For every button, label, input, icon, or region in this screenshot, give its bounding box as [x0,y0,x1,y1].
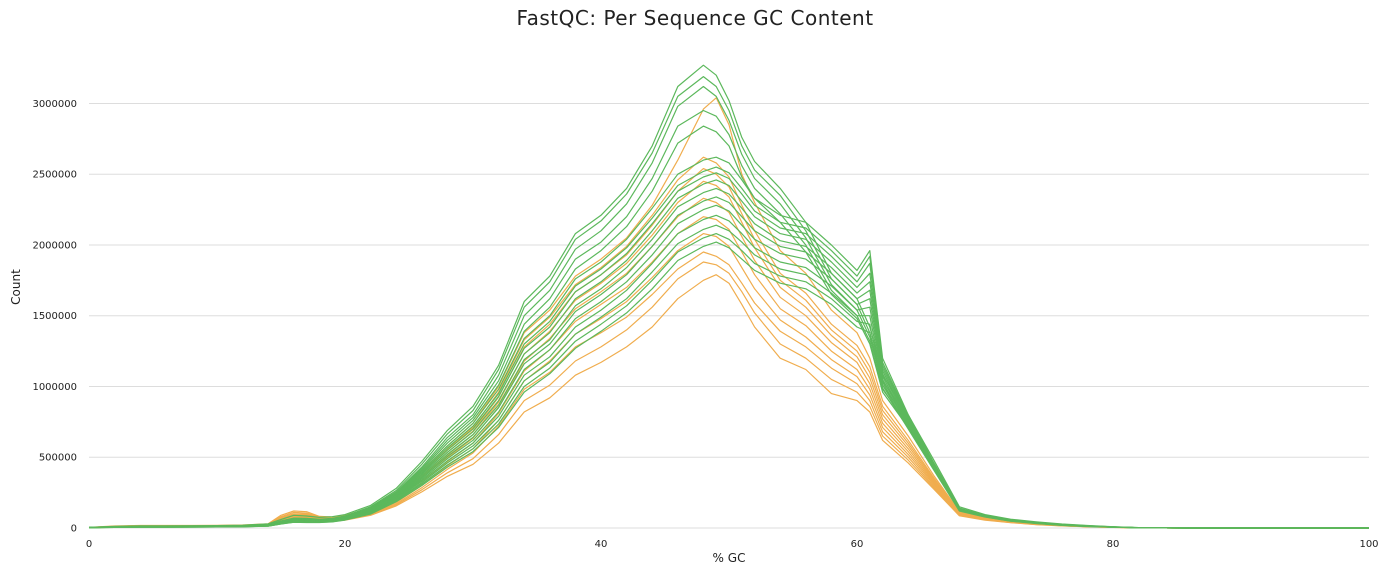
x-axis-label: % GC [712,551,746,565]
x-tick-label: 0 [86,539,92,550]
x-tick-label: 60 [851,539,864,550]
series-line-warn [88,261,1369,529]
series-line-pass [88,224,1369,529]
series-line-warn [88,233,1369,529]
series-line-warn [88,180,1369,529]
y-tick-label: 2500000 [32,170,77,181]
x-tick-label: 80 [1107,539,1120,550]
y-tick-label: 0 [71,524,77,535]
series-line-pass [88,233,1369,529]
series-line-pass [88,214,1369,529]
y-tick-label: 2000000 [32,240,77,251]
y-tick-label: 1500000 [32,311,77,322]
y-tick-label: 3000000 [32,99,77,110]
y-tick-label: 500000 [39,453,77,464]
x-tick-label: 40 [595,539,608,550]
x-tick-label: 20 [339,539,352,550]
axes: 0 500000 1000000 1500000 2000000 2500000 30000… [32,99,1378,550]
series-line-pass [88,85,1369,529]
series-line-warn [88,274,1369,529]
series-line-pass [88,179,1369,529]
series-line-warn [88,251,1369,529]
series-line-pass [88,204,1369,529]
series-line-warn [88,168,1369,529]
pass-series-group [88,64,1369,529]
series-line-warn [88,216,1369,529]
gridlines [89,102,1369,529]
series-line-pass [88,172,1369,529]
x-tick-label: 100 [1359,539,1378,550]
y-tick-label: 1000000 [32,382,77,393]
series-line-pass [88,241,1369,529]
chart-title: FastQC: Per Sequence GC Content [516,6,874,30]
series-line-pass [88,75,1369,529]
